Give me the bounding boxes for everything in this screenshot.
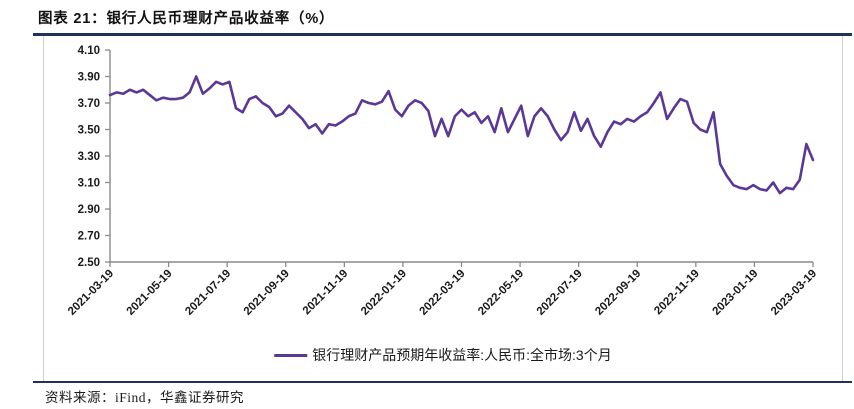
y-axis-label: 3.50 [78,125,100,137]
legend-label: 银行理财产品预期年收益率:人民币:全市场:3个月 [312,347,612,363]
x-axis-label: 2021-11-19 [301,268,351,318]
title-divider [33,33,852,36]
y-axis-label: 2.70 [78,231,100,243]
x-axis-label: 2022-01-19 [359,268,409,318]
footer-divider [33,381,852,383]
x-axis-label: 2021-03-19 [66,268,116,318]
x-axis-label: 2021-05-19 [125,268,175,318]
y-axis-label: 3.30 [78,151,100,163]
x-axis-label: 2023-01-19 [710,268,760,318]
x-axis-label: 2022-03-19 [418,268,468,318]
y-axis-label: 3.10 [78,178,100,190]
y-axis-label: 2.90 [78,204,100,216]
chart-legend: 银行理财产品预期年收益率:人民币:全市场:3个月 [274,345,612,365]
legend-line-marker [274,353,308,357]
y-axis-label: 3.90 [78,72,100,84]
x-axis-label: 2022-11-19 [652,268,702,318]
x-axis-label: 2021-09-19 [242,268,292,318]
x-axis-label: 2023-03-19 [769,268,819,318]
source-note: 资料来源：iFind，华鑫证券研究 [45,390,245,405]
y-axis-label: 2.50 [78,257,100,269]
x-axis-label: 2022-05-19 [476,268,526,318]
y-axis-label: 3.70 [78,98,100,110]
line-chart: 4.103.903.703.503.303.102.902.702.502021… [66,45,819,318]
yield-series-line [108,75,815,195]
x-axis-label: 2022-09-19 [593,268,643,318]
x-axis-label: 2022-07-19 [535,268,585,318]
y-axis-label: 4.10 [78,45,100,57]
figure-title: 图表 21：银行人民币理财产品收益率（%） [38,11,335,27]
x-axis-label: 2021-07-19 [183,268,233,318]
chart-area: 4.10 3.90 3.70 3.50 3.30 3.10 2.90 2.70 2.50 2021… [43,36,843,381]
